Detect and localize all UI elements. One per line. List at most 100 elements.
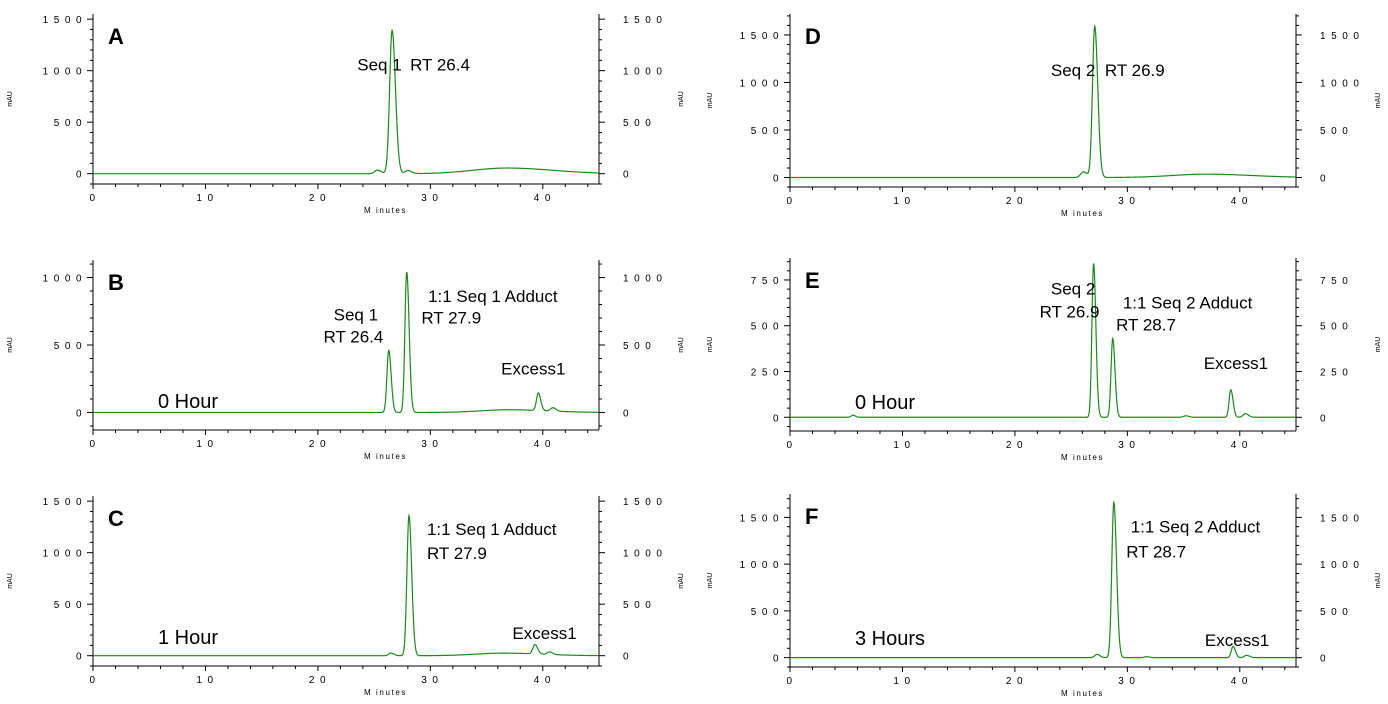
y-tick-label-left: 1 5 0 0 <box>43 497 83 508</box>
x-tick-label: 4 0 <box>534 193 552 204</box>
peak-annotation: Seq 2 <box>1051 280 1095 299</box>
y-tick-label-right: 1 5 0 0 <box>623 497 663 508</box>
peak-annotation: 1:1 Seq 2 Adduct <box>1123 293 1253 312</box>
x-tick-label: 4 0 <box>534 675 552 686</box>
y-axis-title-right: mAU <box>1375 93 1382 109</box>
x-tick-label: 2 0 <box>309 675 327 686</box>
x-tick-label: 4 0 <box>1231 676 1249 687</box>
panel-letter: A <box>108 24 124 49</box>
y-tick-label-left: 1 5 0 0 <box>740 31 780 42</box>
panel-letter: F <box>805 504 818 529</box>
peak-annotation: Excess1 <box>1204 354 1268 373</box>
y-tick-label-right: 1 0 0 0 <box>623 67 663 78</box>
x-axis-title: M inutes <box>1061 453 1104 462</box>
y-tick-label-left: 1 0 0 0 <box>740 78 780 89</box>
y-tick-label-right: 0 <box>623 652 630 663</box>
x-tick-label: 1 0 <box>893 196 911 207</box>
x-tick-label: 3 0 <box>421 193 439 204</box>
x-tick-label: 1 0 <box>893 676 911 687</box>
x-axis-title: M inutes <box>364 688 407 697</box>
x-tick-label: 3 0 <box>1118 440 1136 451</box>
x-tick-label: 0 <box>90 675 97 686</box>
peak-annotation: Seq 1 <box>357 56 401 75</box>
x-tick-label: 1 0 <box>196 193 214 204</box>
x-tick-label: 1 0 <box>196 439 214 450</box>
y-tick-label-right: 1 0 0 0 <box>1320 560 1360 571</box>
x-axis-title: M inutes <box>364 452 407 461</box>
peak-annotation: Seq 2 <box>1051 61 1095 80</box>
x-tick-label: 3 0 <box>421 439 439 450</box>
chromatogram-trace <box>93 513 599 657</box>
x-tick-label: 3 0 <box>421 675 439 686</box>
y-tick-label-left: 0 <box>773 654 780 665</box>
peak-annotation: 1:1 Seq 1 Adduct <box>427 520 557 539</box>
x-axis-title: M inutes <box>1061 209 1104 218</box>
y-tick-label-left: 0 <box>76 652 83 663</box>
y-axis-title-right: mAU <box>1375 337 1382 353</box>
chromatogram-trace <box>790 24 1296 179</box>
peak-annotation: RT 28.7 <box>1116 315 1176 334</box>
peak-annotation: 1:1 Seq 2 Adduct <box>1131 517 1261 536</box>
time-label: 3 Hours <box>855 628 925 650</box>
peak-annotation: RT 26.9 <box>1040 302 1100 321</box>
peak-annotation: RT 26.9 <box>1105 61 1165 80</box>
panel-letter: E <box>805 268 820 293</box>
x-tick-label: 0 <box>787 676 794 687</box>
y-tick-label-left: 5 0 0 <box>751 126 780 137</box>
y-tick-label-right: 5 0 0 <box>623 341 652 352</box>
y-tick-label-left: 1 0 0 0 <box>43 67 83 78</box>
peak-annotation: Excess1 <box>1205 631 1269 650</box>
x-tick-label: 4 0 <box>1231 440 1249 451</box>
peak-annotation: RT 26.4 <box>410 56 470 75</box>
x-tick-label: 3 0 <box>1118 196 1136 207</box>
y-tick-label-right: 0 <box>623 170 630 181</box>
x-axis-title: M inutes <box>364 206 407 215</box>
x-tick-label: 0 <box>787 440 794 451</box>
x-tick-label: 2 0 <box>309 193 327 204</box>
y-axis-title-left: mAU <box>7 573 14 589</box>
time-label: 0 Hour <box>855 392 915 414</box>
peak-annotation: RT 28.7 <box>1126 543 1186 562</box>
panel-letter: C <box>108 506 124 531</box>
x-tick-label: 2 0 <box>1006 440 1024 451</box>
y-tick-label-right: 5 0 0 <box>1320 322 1349 333</box>
x-tick-label: 0 <box>787 196 794 207</box>
y-axis-title-left: mAU <box>7 337 14 353</box>
peak-annotation: Excess1 <box>512 624 576 643</box>
panel-letter: B <box>108 270 124 295</box>
x-tick-label: 2 0 <box>1006 196 1024 207</box>
y-tick-label-right: 2 5 0 <box>1320 368 1349 379</box>
y-tick-label-right: 1 0 0 0 <box>623 549 663 560</box>
peak-annotation: RT 27.9 <box>427 544 487 563</box>
x-tick-label: 2 0 <box>1006 676 1024 687</box>
chromatogram-trace <box>790 500 1296 659</box>
y-tick-label-left: 1 5 0 0 <box>740 513 780 524</box>
x-tick-label: 1 0 <box>196 675 214 686</box>
x-tick-label: 4 0 <box>534 439 552 450</box>
y-tick-label-left: 5 0 0 <box>54 600 83 611</box>
y-axis-title-right: mAU <box>678 573 685 589</box>
y-tick-label-left: 1 0 0 0 <box>43 549 83 560</box>
y-tick-label-right: 5 0 0 <box>1320 607 1349 618</box>
y-axis-title-right: mAU <box>1375 573 1382 589</box>
time-label: 0 Hour <box>158 391 218 413</box>
y-tick-label-right: 1 5 0 0 <box>1320 31 1360 42</box>
y-tick-label-left: 0 <box>76 408 83 419</box>
peak-annotation: 1:1 Seq 1 Adduct <box>428 287 558 306</box>
y-tick-label-left: 5 0 0 <box>54 341 83 352</box>
y-axis-title-left: mAU <box>707 573 714 589</box>
peak-annotation: Seq 1 <box>334 306 378 325</box>
y-tick-label-right: 5 0 0 <box>623 600 652 611</box>
chromatogram-trace <box>93 271 600 414</box>
y-tick-label-left: 5 0 0 <box>54 118 83 129</box>
y-tick-label-left: 1 0 0 0 <box>740 560 780 571</box>
y-tick-label-left: 1 0 0 0 <box>43 274 83 285</box>
y-tick-label-right: 5 0 0 <box>623 118 652 129</box>
y-axis-title-left: mAU <box>7 91 14 107</box>
panel-letter: D <box>805 24 821 49</box>
